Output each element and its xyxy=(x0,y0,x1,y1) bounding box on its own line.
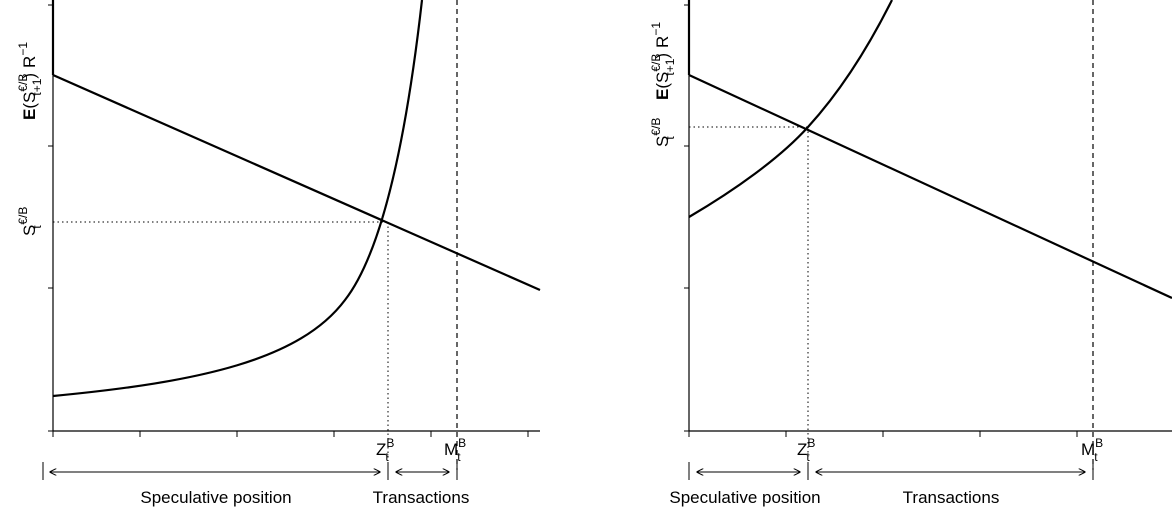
right-panel: Speculative position Transactions ZB t MB… xyxy=(649,0,1172,507)
left-z-label: ZB t xyxy=(376,436,394,464)
right-transactions-label: Transactions xyxy=(903,488,1000,507)
right-y-ticks xyxy=(684,4,689,432)
left-panel: Speculative position Transactions ZB t MB… xyxy=(16,0,541,507)
right-m-label: MB t xyxy=(1081,436,1103,464)
left-speculative-label: Speculative position xyxy=(140,488,291,507)
left-exchange-curve xyxy=(52,0,424,398)
left-m-label: MB t xyxy=(444,436,466,464)
left-return-line xyxy=(52,73,541,292)
right-return-line xyxy=(688,74,1172,299)
right-z-label: ZB t xyxy=(797,436,815,464)
left-transactions-label: Transactions xyxy=(373,488,470,507)
right-x-ticks xyxy=(688,431,1078,437)
left-x-ticks xyxy=(52,431,529,437)
right-exchange-curve xyxy=(688,0,893,218)
right-spot-rate-label: S€/Bt xyxy=(649,118,677,147)
left-spot-rate-label: S€/Bt xyxy=(16,207,44,236)
right-expected-rate-label: E(S€/Bt+1)R−1 xyxy=(649,22,677,100)
right-speculative-label: Speculative position xyxy=(669,488,820,507)
left-expected-rate-label: E(S€/Bt+1)R−1 xyxy=(16,42,44,120)
left-y-ticks xyxy=(48,4,53,432)
